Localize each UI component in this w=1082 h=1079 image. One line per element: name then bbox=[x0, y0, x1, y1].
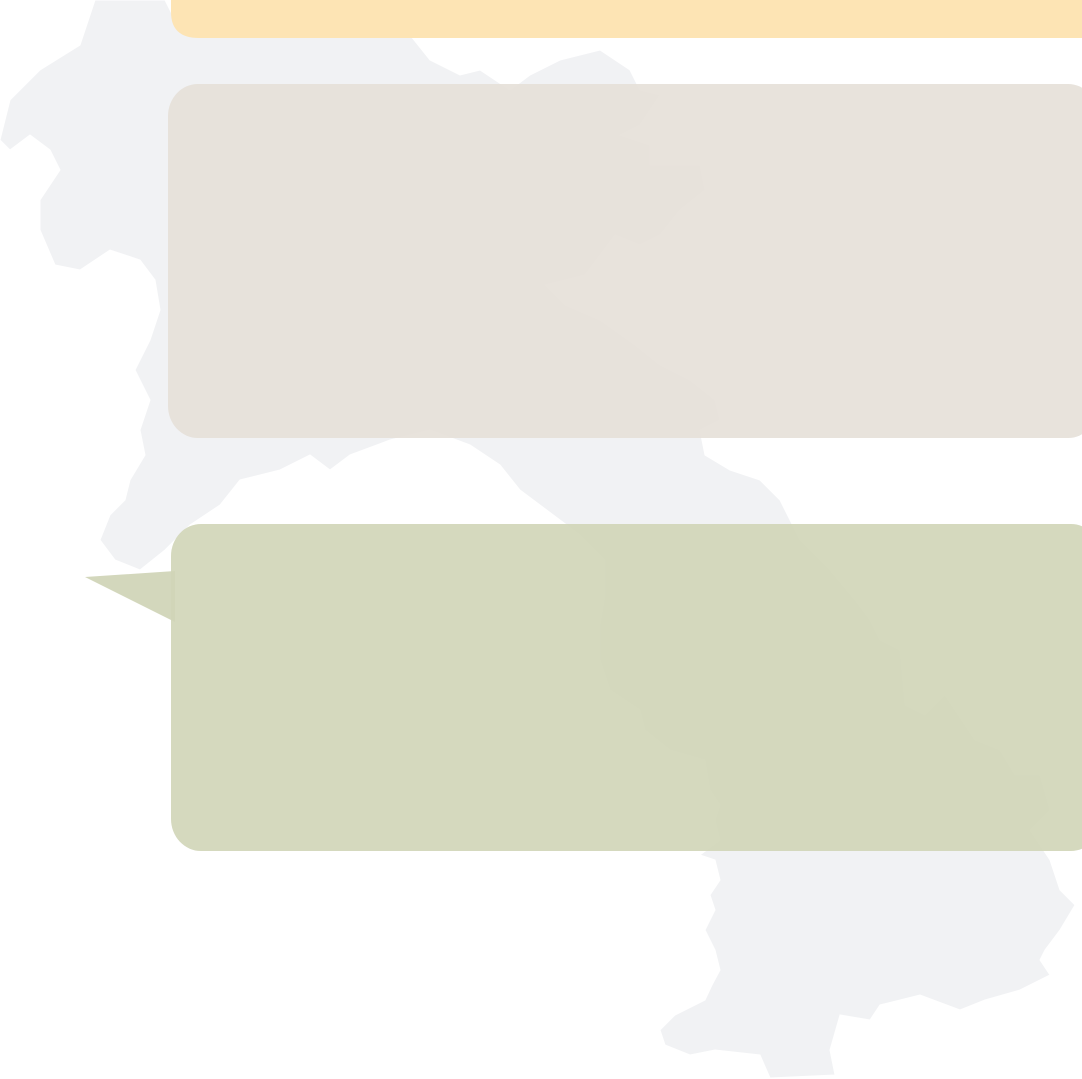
banner-top bbox=[171, 0, 1082, 38]
panel-bottom bbox=[171, 524, 1082, 851]
panel-middle bbox=[168, 84, 1082, 438]
callout-pointer bbox=[85, 571, 175, 622]
